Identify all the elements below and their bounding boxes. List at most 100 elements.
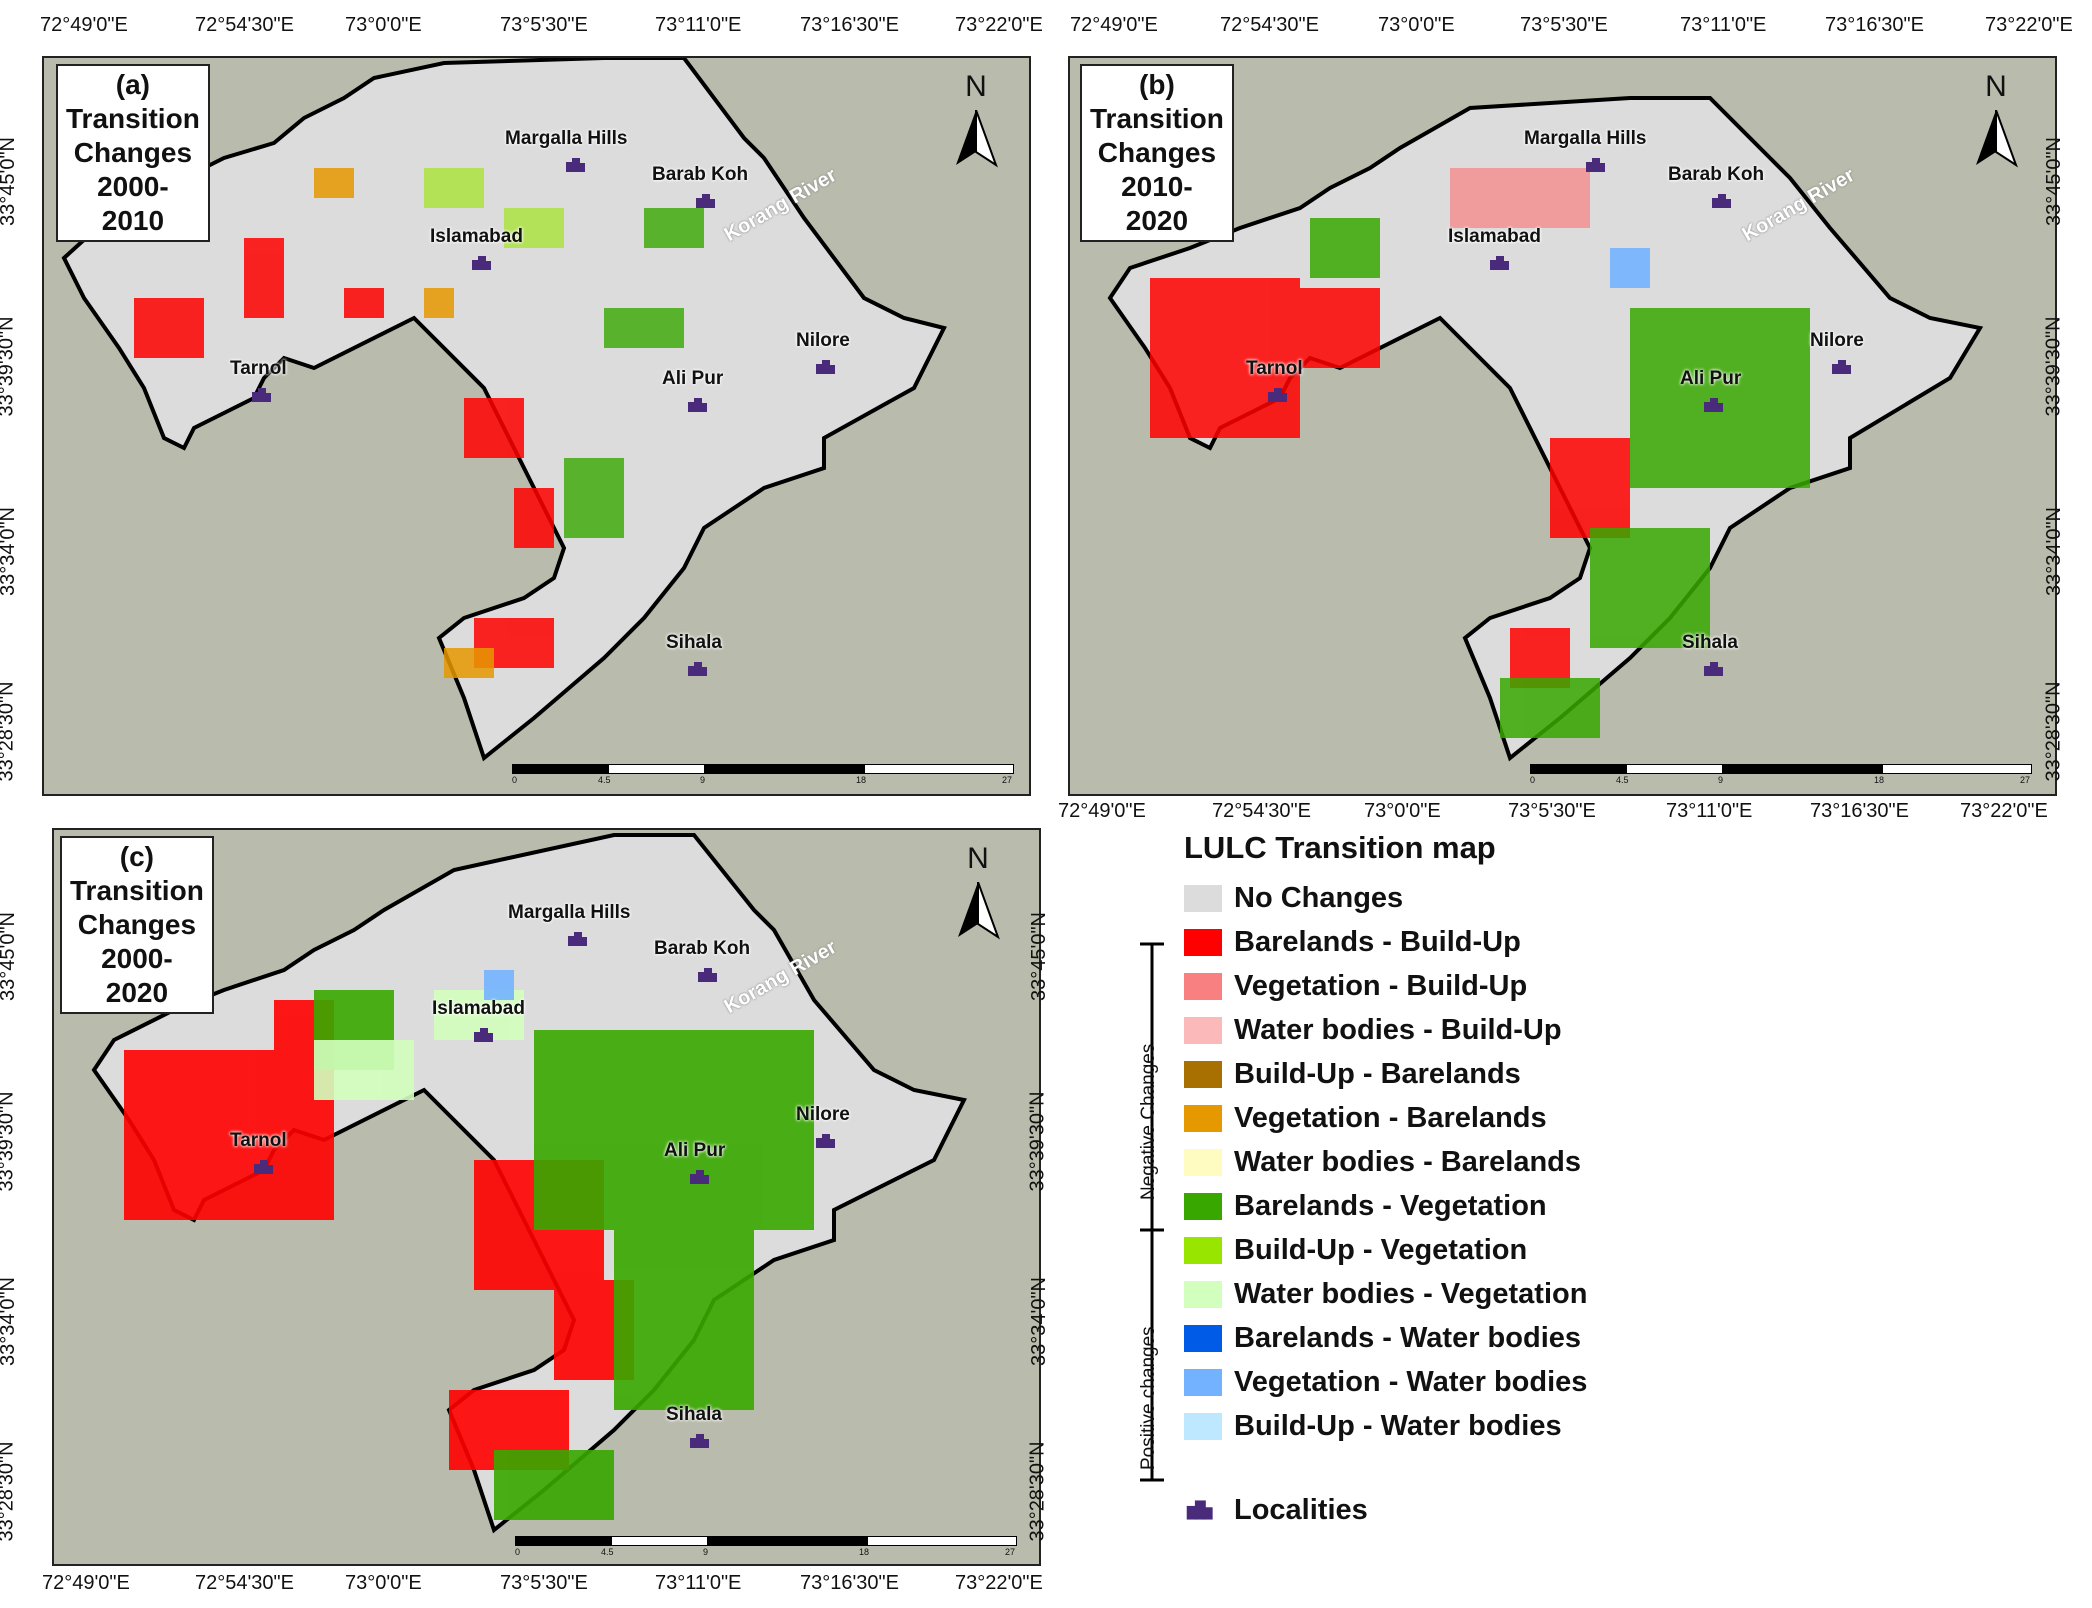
panel-title-line2: 2000-2010 (97, 171, 169, 236)
longitude-label: 72°49'0"E (42, 1572, 130, 1594)
locality-icon (696, 966, 718, 988)
longitude-label: 72°54'30"E (1212, 800, 1311, 822)
locality-label: Islamabad (1448, 226, 1541, 247)
change-patches-lightblue (484, 970, 514, 1000)
locality-label: Islamabad (430, 226, 523, 247)
locality-icon (1710, 192, 1732, 214)
legend-title: LULC Transition map (1184, 830, 1496, 865)
locality-icon (814, 358, 836, 380)
locality-icon (566, 930, 588, 952)
locality-icon (1830, 358, 1852, 380)
legend-label: Build-Up - Water bodies (1234, 1410, 1562, 1442)
legend-label: Water bodies - Barelands (1234, 1146, 1582, 1178)
legend-swatch (1184, 1369, 1222, 1396)
scale-bar-b: 0 4.5 9 18 27 (1530, 764, 2032, 798)
scale-tick: 4.5 (598, 775, 611, 785)
scale-tick: 18 (1874, 775, 1885, 785)
legend-swatch (1184, 973, 1222, 1000)
legend-label: Barelands - Build-Up (1234, 926, 1521, 958)
scale-tick: 9 (703, 1547, 709, 1557)
scale-tick: 9 (1718, 775, 1724, 785)
locality-label: Tarnol (1246, 358, 1303, 379)
scale-tick: 0 (1530, 775, 1536, 785)
locality-label: Ali Pur (1680, 368, 1742, 389)
legend-swatch (1184, 1413, 1222, 1440)
panel-title-b: (b) Transition Changes 2010-2020 (1080, 64, 1234, 242)
panel-title-a: (a) Transition Changes 2000-2010 (56, 64, 210, 242)
longitude-label: 72°49'0"E (40, 14, 128, 36)
change-patches-green (314, 990, 814, 1520)
change-patches-green (564, 208, 704, 538)
legend: LULC Transition map No Changes Barelands… (1138, 830, 2080, 1530)
scale-bar-c: 0 4.5 9 18 27 (515, 1536, 1017, 1570)
longitude-label: 72°49'0"E (1070, 14, 1158, 36)
longitude-label: 73°16'30"E (1825, 14, 1924, 36)
legend-label: Build-Up - Barelands (1234, 1058, 1521, 1090)
locality-icon (252, 1158, 274, 1180)
locality-label: Islamabad (432, 998, 525, 1019)
longitude-label: 72°49'0"E (1058, 800, 1146, 822)
legend-swatch (1184, 1325, 1222, 1352)
longitude-label: 73°11'0"E (655, 1572, 742, 1594)
legend-swatch (1184, 1237, 1222, 1264)
latitude-label: 33°28'30"N (2042, 681, 2065, 782)
locality-icon (1584, 156, 1606, 178)
legend-label: Localities (1234, 1494, 1368, 1526)
map-a (61, 58, 947, 762)
locality-icon (470, 254, 492, 276)
locality-label: Barab Koh (654, 938, 751, 959)
panel-title-line2: 2010-2020 (1121, 171, 1193, 236)
longitude-label: 72°54'30"E (1220, 14, 1319, 36)
positive-changes-label: Positive changes (1138, 1326, 1159, 1470)
latitude-label: 33°28'30"N (1026, 1441, 1049, 1542)
longitude-label: 73°5'30"E (1508, 800, 1596, 822)
legend-swatch (1184, 1281, 1222, 1308)
north-arrow-c: N (948, 842, 1008, 952)
locality-icon (1266, 386, 1288, 408)
locality-icon (1702, 660, 1724, 682)
map-frame-a (42, 56, 1031, 796)
locality-label: Tarnol (230, 358, 287, 379)
locality-icon (564, 156, 586, 178)
latitude-label: 33°45'0"N (0, 137, 19, 226)
north-label: N (965, 70, 987, 103)
panel-title-line1: (a) Transition Changes (66, 69, 200, 168)
change-patches-lightblue (1610, 248, 1650, 288)
longitude-label: 73°0'0"E (1378, 14, 1455, 36)
longitude-label: 73°0'0"E (345, 1572, 422, 1594)
north-label: N (967, 842, 989, 875)
longitude-label: 72°54'30"E (195, 14, 294, 36)
legend-bracket (1140, 942, 1164, 1482)
legend-label: Water bodies - Vegetation (1234, 1278, 1588, 1310)
legend-swatch (1184, 1017, 1222, 1044)
locality-label: Margalla Hills (505, 128, 628, 149)
panel-title-line2: 2000-2020 (101, 943, 173, 1008)
longitude-label: 73°22'0"E (1960, 800, 2048, 822)
map-b (1107, 96, 1984, 762)
scale-tick: 18 (856, 775, 867, 785)
latitude-label: 33°39'30"N (0, 316, 18, 417)
longitude-label: 73°22'0"E (1985, 14, 2073, 36)
locality-icon (688, 1432, 710, 1454)
change-patches-green (1310, 218, 1810, 738)
locality-icon (472, 1026, 494, 1048)
longitude-label: 73°16'30"E (1810, 800, 1909, 822)
legend-label: No Changes (1234, 882, 1404, 914)
latitude-label: 33°34'0"N (1027, 1277, 1050, 1366)
latitude-label: 33°39'30"N (2042, 316, 2065, 417)
locality-label: Margalla Hills (508, 902, 631, 923)
scale-tick: 4.5 (601, 1547, 614, 1557)
legend-label: Barelands - Water bodies (1234, 1322, 1582, 1354)
latitude-label: 33°45'0"N (1027, 912, 1050, 1001)
longitude-label: 73°5'30"E (500, 1572, 588, 1594)
latitude-label: 33°34'0"N (0, 507, 19, 596)
negative-changes-label: Negative Changes (1138, 1043, 1159, 1200)
scale-tick: 27 (1002, 775, 1013, 785)
latitude-label: 33°45'0"N (0, 912, 19, 1001)
longitude-label: 73°0'0"E (345, 14, 422, 36)
longitude-label: 73°5'30"E (1520, 14, 1608, 36)
scale-tick: 27 (1005, 1547, 1016, 1557)
longitude-label: 73°16'30"E (800, 1572, 899, 1594)
legend-label: Build-Up - Vegetation (1234, 1234, 1528, 1266)
locality-icon (686, 660, 708, 682)
